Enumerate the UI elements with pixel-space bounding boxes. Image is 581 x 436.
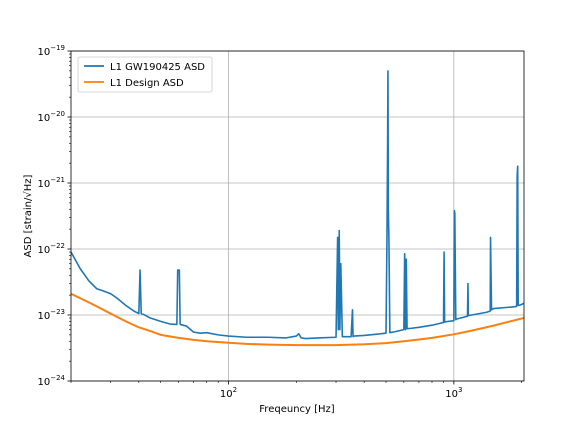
axes-frame [70, 50, 525, 382]
y-tick-label: 10−20 [37, 110, 65, 124]
legend-box [77, 56, 213, 93]
y-tick-label: 10−21 [37, 176, 65, 190]
series-layer [71, 70, 524, 347]
legend: L1 GW190425 ASD L1 Design ASD [77, 56, 213, 93]
series-line-design [71, 292, 524, 347]
x-axis-label: Freqeuncy [Hz] [259, 404, 335, 415]
x-tick-label: 103 [445, 386, 462, 400]
y-axis-label: ASD [strain/√Hz] [23, 174, 34, 257]
legend-label-design: L1 Design ASD [110, 78, 184, 89]
y-tick-label: 10−23 [37, 308, 65, 322]
y-tick-label: 10−22 [37, 242, 65, 256]
series-line-gw190425 [71, 70, 524, 340]
x-axis-ticks: 102 103 [70, 381, 522, 400]
legend-label-gw190425: L1 GW190425 ASD [110, 62, 205, 73]
y-tick-label: 10−24 [37, 374, 65, 388]
plot-area [71, 70, 524, 347]
y-tick-label: 10−19 [37, 44, 65, 58]
x-tick-label: 102 [220, 386, 237, 400]
y-axis-ticks: 10−24 10−23 10−22 10−21 10−20 10−19 [37, 44, 71, 388]
